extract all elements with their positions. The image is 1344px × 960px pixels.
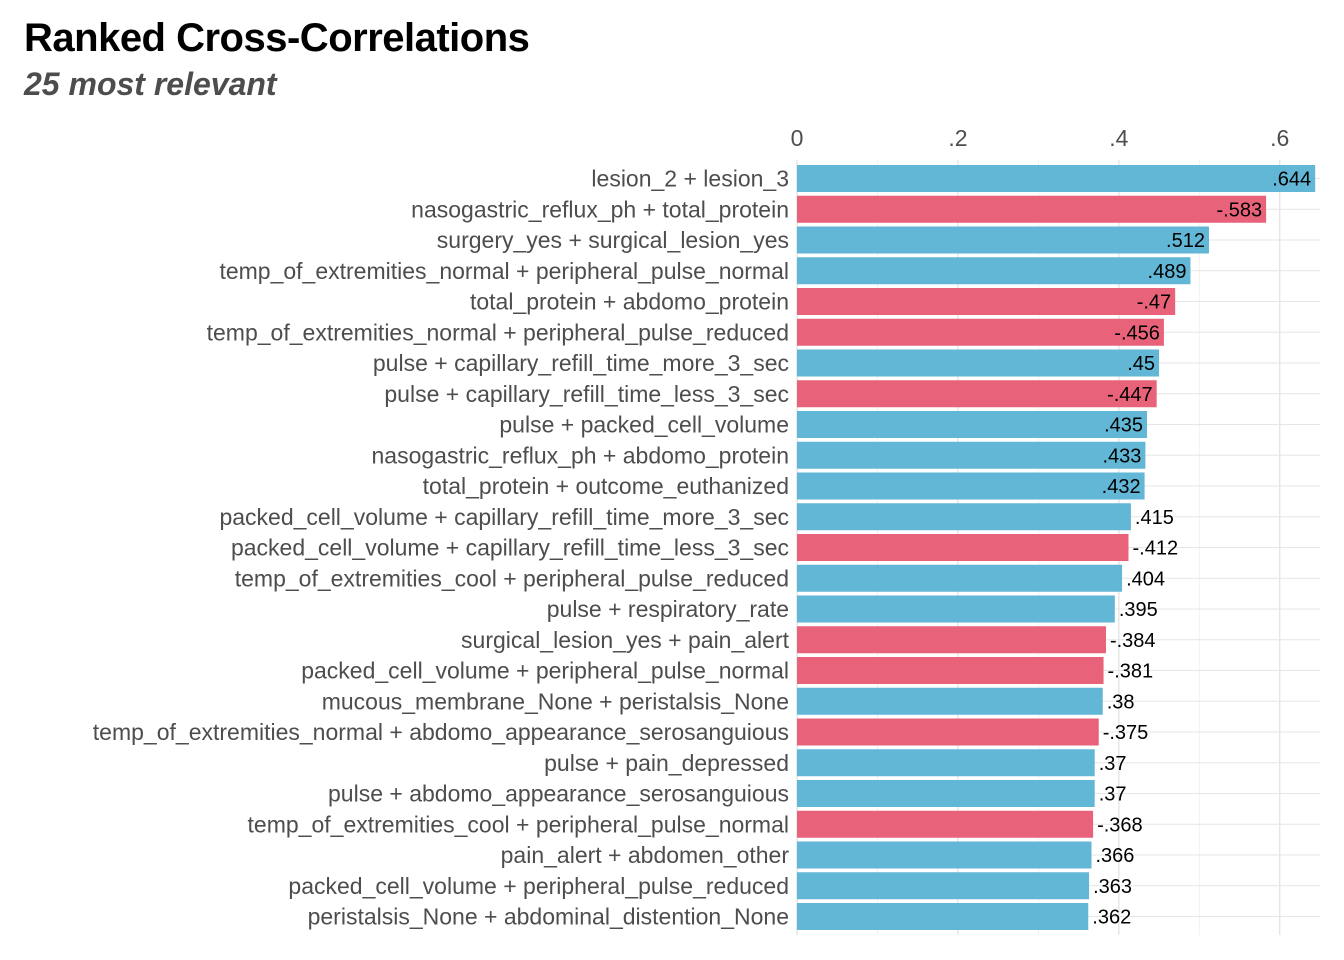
bar xyxy=(797,749,1095,777)
x-tick-label: .6 xyxy=(1270,125,1289,151)
category-label: packed_cell_volume + peripheral_pulse_re… xyxy=(288,873,789,899)
category-label: pulse + pain_depressed xyxy=(544,750,789,776)
category-label: pulse + abdomo_appearance_serosanguious xyxy=(328,781,789,807)
x-tick-label: .4 xyxy=(1109,125,1128,151)
bars xyxy=(797,165,1316,930)
category-label: pulse + capillary_refill_time_more_3_sec xyxy=(373,350,789,376)
category-label: pulse + capillary_refill_time_less_3_sec xyxy=(384,381,789,407)
category-label: pulse + respiratory_rate xyxy=(547,596,789,622)
category-label: nasogastric_reflux_ph + total_protein xyxy=(411,196,789,222)
value-label: .512 xyxy=(1166,230,1205,252)
value-label: .38 xyxy=(1107,691,1135,713)
value-label: .363 xyxy=(1093,876,1132,898)
chart-subtitle: 25 most relevant xyxy=(24,66,277,102)
bar xyxy=(797,595,1115,623)
category-label: peristalsis_None + abdominal_distention_… xyxy=(308,904,789,930)
bar xyxy=(797,810,1094,838)
category-label: temp_of_extremities_cool + peripheral_pu… xyxy=(248,811,789,837)
value-label: .395 xyxy=(1119,599,1158,621)
category-labels: lesion_2 + lesion_3 nasogastric_reflux_ph… xyxy=(93,166,790,930)
bar xyxy=(797,165,1316,192)
value-label: -.412 xyxy=(1133,538,1179,560)
bar xyxy=(797,226,1209,254)
value-label: .362 xyxy=(1092,907,1131,929)
category-label: mucous_membrane_None + peristalsis_None xyxy=(322,688,789,714)
value-labels: .644 -.583 .512 .489 -.47 -.456 .45 -.447 .435 .4… xyxy=(1092,169,1311,929)
bar xyxy=(797,195,1267,223)
value-label: -.384 xyxy=(1110,630,1156,652)
category-label: lesion_2 + lesion_3 xyxy=(591,166,789,192)
value-label: -.381 xyxy=(1108,661,1154,683)
category-label: temp_of_extremities_cool + peripheral_pu… xyxy=(235,565,789,591)
category-label: temp_of_extremities_normal + peripheral_… xyxy=(207,319,789,345)
category-label: surgery_yes + surgical_lesion_yes xyxy=(437,227,789,253)
value-label: -.47 xyxy=(1137,292,1171,314)
bar xyxy=(797,411,1148,438)
bar xyxy=(797,257,1191,285)
bar xyxy=(797,441,1146,469)
bar xyxy=(797,718,1099,746)
chart-title: Ranked Cross-Correlations xyxy=(24,16,530,60)
bar xyxy=(797,657,1104,684)
value-label: .37 xyxy=(1099,784,1127,806)
bar xyxy=(797,841,1092,869)
category-label: temp_of_extremities_normal + abdomo_appe… xyxy=(93,719,789,745)
bar xyxy=(797,780,1095,807)
value-label: .489 xyxy=(1148,261,1187,283)
bar xyxy=(797,472,1145,500)
bar xyxy=(797,687,1103,715)
value-label: .644 xyxy=(1272,169,1311,191)
value-label: .45 xyxy=(1127,353,1155,375)
category-label: packed_cell_volume + peripheral_pulse_no… xyxy=(301,658,789,684)
category-label: total_protein + abdomo_protein xyxy=(470,289,789,315)
category-label: nasogastric_reflux_ph + abdomo_protein xyxy=(372,442,789,468)
category-label: packed_cell_volume + capillary_refill_ti… xyxy=(231,535,789,561)
value-label: .415 xyxy=(1135,507,1174,529)
bar xyxy=(797,288,1176,315)
x-axis: 0 .2 .4 .6 xyxy=(791,125,1290,151)
x-tick-label: .2 xyxy=(948,125,967,151)
value-label: .435 xyxy=(1104,415,1143,437)
value-label: .404 xyxy=(1126,568,1165,590)
bar xyxy=(797,626,1106,654)
bar xyxy=(797,318,1164,346)
value-label: -.368 xyxy=(1097,814,1143,836)
value-label: .366 xyxy=(1095,845,1134,867)
category-label: pulse + packed_cell_volume xyxy=(499,412,789,438)
bar xyxy=(797,380,1157,408)
bar xyxy=(797,872,1090,900)
category-label: temp_of_extremities_normal + peripheral_… xyxy=(219,258,789,284)
category-label: pain_alert + abdomen_other xyxy=(501,842,790,868)
bar xyxy=(797,534,1129,561)
bar xyxy=(797,349,1160,377)
bar xyxy=(797,564,1123,592)
value-label: -.375 xyxy=(1103,722,1149,744)
value-label: .37 xyxy=(1099,753,1127,775)
category-label: total_protein + outcome_euthanized xyxy=(423,473,789,499)
value-label: .432 xyxy=(1102,476,1141,498)
category-label: packed_cell_volume + capillary_refill_ti… xyxy=(219,504,789,530)
value-label: -.447 xyxy=(1107,384,1153,406)
bar xyxy=(797,503,1131,531)
value-label: -.583 xyxy=(1216,199,1262,221)
bar xyxy=(797,903,1089,930)
x-tick-label: 0 xyxy=(791,125,804,151)
category-label: surgical_lesion_yes + pain_alert xyxy=(461,627,790,653)
value-label: .433 xyxy=(1102,445,1141,467)
value-label: -.456 xyxy=(1114,322,1160,344)
